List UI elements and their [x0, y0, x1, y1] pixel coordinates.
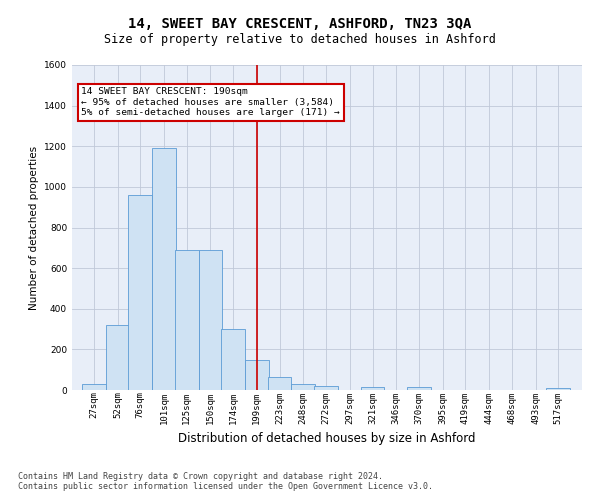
Bar	[407, 387, 431, 390]
Text: Size of property relative to detached houses in Ashford: Size of property relative to detached ho…	[104, 32, 496, 46]
Bar	[82, 384, 106, 390]
Bar	[314, 386, 338, 390]
Bar	[245, 360, 269, 390]
Bar	[547, 388, 570, 390]
Text: Contains public sector information licensed under the Open Government Licence v3: Contains public sector information licen…	[18, 482, 433, 491]
Bar	[152, 148, 176, 390]
Bar	[361, 387, 385, 390]
Bar	[268, 377, 292, 390]
Y-axis label: Number of detached properties: Number of detached properties	[29, 146, 38, 310]
Bar	[175, 250, 199, 390]
Bar	[199, 250, 222, 390]
Bar	[221, 329, 245, 390]
X-axis label: Distribution of detached houses by size in Ashford: Distribution of detached houses by size …	[178, 432, 476, 445]
Text: 14 SWEET BAY CRESCENT: 190sqm
← 95% of detached houses are smaller (3,584)
5% of: 14 SWEET BAY CRESCENT: 190sqm ← 95% of d…	[82, 88, 340, 117]
Bar	[128, 195, 152, 390]
Text: Contains HM Land Registry data © Crown copyright and database right 2024.: Contains HM Land Registry data © Crown c…	[18, 472, 383, 481]
Text: 14, SWEET BAY CRESCENT, ASHFORD, TN23 3QA: 14, SWEET BAY CRESCENT, ASHFORD, TN23 3Q…	[128, 18, 472, 32]
Bar	[106, 325, 130, 390]
Bar	[292, 384, 315, 390]
